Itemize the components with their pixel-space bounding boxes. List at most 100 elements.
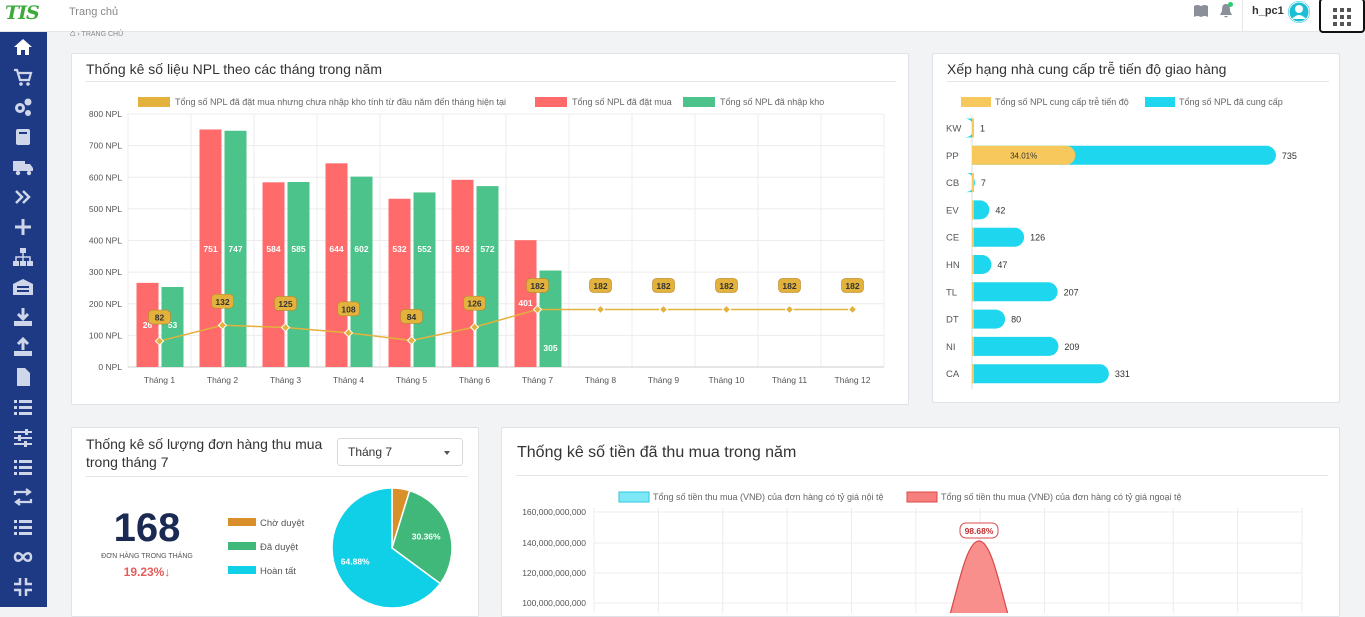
notification-dot (1228, 2, 1233, 7)
y-tick-label: 400 NPL (89, 236, 122, 246)
bar-supplied (972, 309, 1006, 329)
pie-legend-label: Hoàn tất (260, 566, 296, 577)
logo[interactable]: TIS (5, 2, 40, 24)
download-icon[interactable] (12, 306, 34, 328)
truck-icon[interactable] (12, 156, 34, 178)
bar-received-label: 585 (291, 244, 305, 254)
pie-legend-swatch (228, 518, 256, 526)
peak-label: 98.68% (965, 526, 994, 536)
bar-late (972, 364, 974, 384)
pie-legend-label: Đã duyệt (260, 542, 298, 553)
line-label: 182 (593, 281, 607, 291)
home-link[interactable]: Trang chủ (69, 6, 119, 18)
bar-supplied-label: 42 (995, 205, 1005, 215)
chevrons-right-icon[interactable] (12, 186, 34, 208)
legend-label-0: Tổng số NPL đã đặt mua nhưng chưa nhập k… (175, 97, 506, 107)
breadcrumb-label[interactable]: TRANG CHỦ (81, 31, 124, 38)
bar-ordered (451, 179, 474, 367)
bar-supplied-label: 209 (1064, 342, 1079, 352)
x-tick-label: Tháng 5 (396, 375, 427, 385)
plus-icon[interactable] (12, 216, 34, 238)
breadcrumb-home-icon[interactable]: ⌂ (70, 28, 76, 38)
chevron-down-icon (444, 451, 450, 455)
warehouse-icon[interactable] (12, 276, 34, 298)
line-label-box (337, 301, 360, 317)
list-icon[interactable] (12, 456, 34, 478)
line-point (406, 335, 417, 346)
x-tick-label: Tháng 12 (835, 375, 871, 385)
infinity-icon[interactable] (12, 546, 34, 568)
bar-received (161, 286, 184, 367)
line-label-box (526, 278, 549, 293)
legend-label-domestic: Tổng số tiền thu mua (VNĐ) của đơn hàng … (653, 492, 884, 502)
line-label: 182 (845, 281, 859, 291)
x-tick-label: Tháng 4 (333, 375, 364, 385)
sitemap-icon[interactable] (12, 246, 34, 268)
down-arrow-icon: ↓ (164, 565, 171, 579)
list-icon[interactable] (12, 516, 34, 538)
book-icon[interactable] (1193, 4, 1209, 18)
legend-label-late: Tổng số NPL cung cấp trễ tiến độ (995, 97, 1129, 107)
compress-icon[interactable] (12, 576, 34, 598)
y-tick-label: 100 NPL (89, 330, 122, 340)
line-point (217, 320, 228, 330)
home-icon[interactable] (12, 36, 34, 58)
book-icon[interactable] (12, 126, 34, 148)
line-label: 126 (467, 299, 481, 309)
pie-legend: Chờ duyệt Đã duyệt Hoàn tất (228, 518, 305, 577)
line-point (658, 304, 669, 315)
exchange-icon[interactable] (12, 486, 34, 508)
bar-supplied (972, 200, 990, 220)
line-label-box (148, 309, 171, 325)
file-icon[interactable] (12, 366, 34, 388)
y-tick-label: 700 NPL (89, 141, 122, 151)
cart-icon[interactable] (12, 66, 34, 88)
divider (1242, 0, 1243, 32)
bar-received-label: 747 (228, 244, 242, 254)
list-icon[interactable] (12, 396, 34, 418)
legend-label-2: Tổng số NPL đã nhập kho (720, 97, 824, 107)
legend-swatch (906, 491, 938, 503)
line-label: 84 (407, 312, 417, 322)
npl-card-title: Thống kê số liệu NPL theo các tháng tron… (86, 61, 382, 77)
x-tick-label: Tháng 10 (709, 375, 745, 385)
legend-label-1: Tổng số NPL đã đặt mua (572, 97, 672, 107)
line-label-box (211, 293, 234, 309)
bar-late (972, 255, 974, 274)
y-tick-label: 160,000,000,000 (522, 507, 586, 517)
bar-supplied-label: 47 (997, 260, 1007, 270)
line-label: 108 (341, 304, 355, 314)
supplier-chart: Tổng số NPL cung cấp trễ tiến độ Tổng số … (946, 97, 1297, 389)
supplier-label: PP (946, 151, 959, 162)
sliders-icon[interactable] (12, 426, 34, 448)
apps-menu-button[interactable] (1319, 0, 1365, 33)
bar-received (476, 186, 499, 367)
line-point (469, 322, 480, 332)
pie-legend-swatch (228, 566, 256, 574)
month-select[interactable]: Tháng 7 (337, 438, 463, 466)
legend-swatch (683, 97, 715, 107)
bar-ordered-label: 26 (143, 320, 153, 330)
line-point (595, 304, 606, 315)
area-foreign (949, 540, 1009, 613)
username[interactable]: h_pc1 (1252, 5, 1284, 17)
orders-card-title-2: trong tháng 7 (86, 454, 169, 470)
y-tick-label: 140,000,000,000 (522, 538, 586, 548)
line-label: 82 (155, 313, 165, 323)
bar-ordered (136, 282, 159, 367)
bar-received-label: 305 (543, 343, 557, 353)
bell-icon[interactable] (1219, 3, 1233, 19)
line-label-box (463, 295, 486, 311)
pie-slice-label: 64.88% (341, 557, 370, 567)
bar-late (972, 336, 974, 356)
avatar[interactable] (1287, 0, 1311, 24)
line-label: 125 (278, 299, 292, 309)
bar-received-label: 602 (354, 244, 368, 254)
line-label-box (274, 296, 297, 311)
line-point (280, 322, 291, 333)
supplier-label: NI (946, 342, 956, 353)
bar-received-label: 572 (480, 244, 494, 254)
line-label: 182 (530, 281, 544, 291)
gears-icon[interactable] (12, 96, 34, 118)
upload-icon[interactable] (12, 336, 34, 358)
